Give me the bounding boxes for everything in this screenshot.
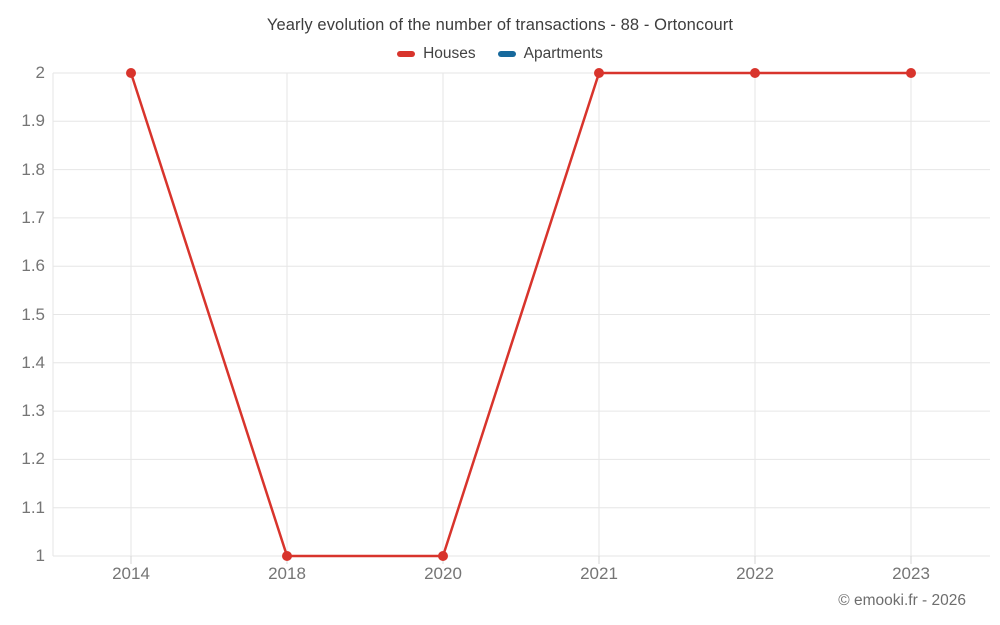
legend: Houses Apartments [0, 45, 1000, 63]
legend-item-apartments[interactable]: Apartments [497, 45, 603, 63]
y-axis-tick-label: 1.6 [21, 256, 45, 276]
y-axis-tick-label: 1.1 [21, 497, 45, 517]
x-axis-tick-label: 2022 [736, 564, 774, 583]
data-point-houses[interactable] [906, 68, 916, 78]
y-axis-tick-label: 1.3 [21, 401, 45, 421]
apartments-legend-marker-icon [497, 51, 516, 57]
series-line-houses [129, 71, 911, 558]
data-point-houses[interactable] [438, 551, 448, 561]
data-point-houses[interactable] [126, 68, 136, 78]
x-axis-tick-label: 2014 [112, 564, 150, 583]
x-axis-tick-label: 2020 [424, 564, 462, 583]
y-axis-tick-label: 1.2 [21, 449, 45, 469]
legend-item-houses[interactable]: Houses [397, 45, 476, 63]
y-axis-tick-label: 1.9 [21, 111, 45, 131]
y-axis-tick-label: 1 [35, 546, 45, 565]
x-axis-tick-label: 2021 [580, 564, 618, 583]
y-axis-tick-label: 1.8 [21, 159, 45, 179]
x-axis-tick-label: 2023 [892, 564, 930, 583]
chart-title: Yearly evolution of the number of transa… [266, 16, 734, 34]
legend-label-apartments: Apartments [523, 45, 603, 62]
houses-legend-marker-icon [397, 51, 416, 57]
y-axis-tick-label: 1.5 [21, 304, 45, 324]
copyright-watermark: © emooki.fr - 2026 [838, 592, 966, 609]
data-point-houses[interactable] [282, 551, 292, 561]
y-axis-tick-label: 1.7 [21, 207, 45, 227]
legend-label-houses: Houses [423, 45, 476, 62]
data-point-houses[interactable] [750, 68, 760, 78]
y-axis-tick-label: 2 [35, 63, 45, 82]
data-point-houses[interactable] [594, 68, 604, 78]
x-axis-tick-label: 2018 [268, 564, 306, 583]
y-axis-tick-label: 1.4 [21, 352, 45, 372]
